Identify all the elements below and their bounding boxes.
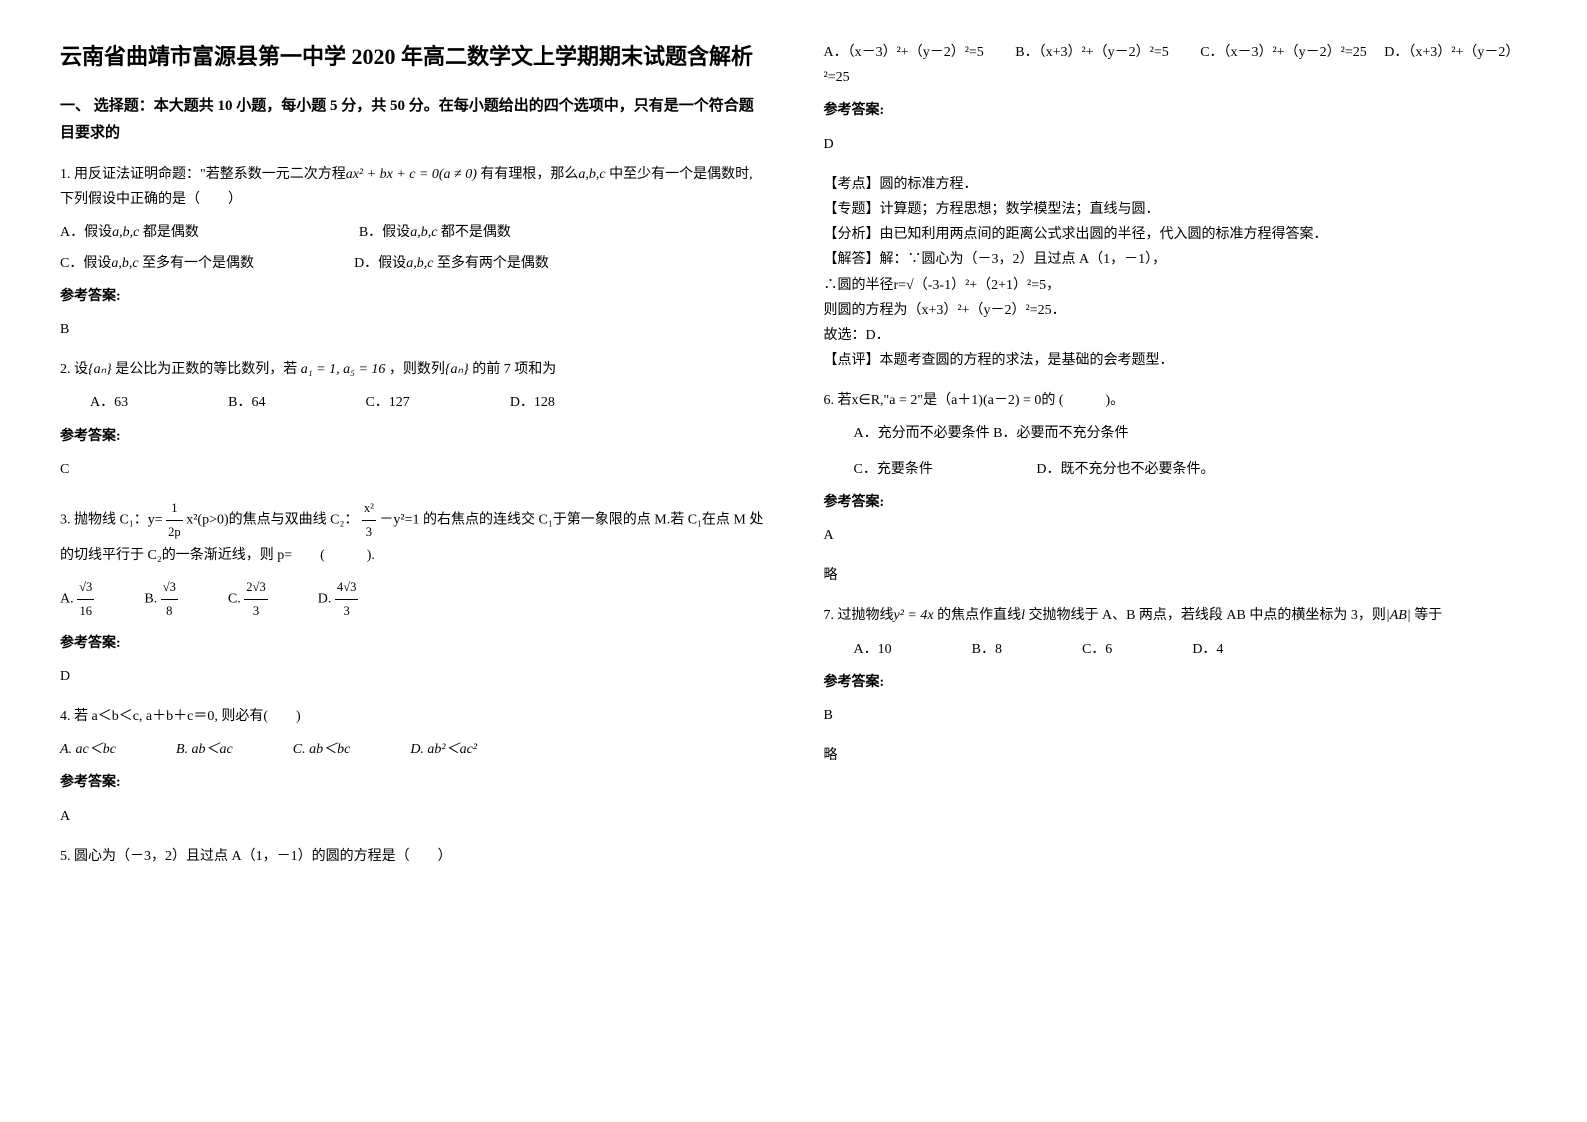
- question-3: 3. 抛物线 C₁：y= 12p x²(p>0)的焦点与双曲线 C₂： x²3 …: [60, 497, 764, 689]
- q7-optA: A．10: [854, 637, 892, 662]
- q6-optA: A．充分而不必要条件: [854, 426, 990, 441]
- section-header: 一、 选择题：本大题共 10 小题，每小题 5 分，共 50 分。在每小题给出的…: [60, 93, 764, 147]
- q5-optC: C．（x－3）²+（y－2）²=25: [1200, 45, 1367, 60]
- q3-answer: D: [60, 664, 764, 689]
- q2-options: A．63 B．64 C．127 D．128: [60, 390, 764, 415]
- q4-optB: B. ab＜ac: [176, 737, 233, 762]
- left-column: 云南省曲靖市富源县第一中学 2020 年高二数学文上学期期末试题含解析 一、 选…: [60, 40, 764, 884]
- q1-answer-label: 参考答案:: [60, 284, 764, 309]
- q5-l3: 【分析】由已知利用两点间的距离公式求出圆的半径，代入圆的标准方程得答案．: [824, 222, 1528, 247]
- q6-note: 略: [824, 563, 1528, 588]
- q6-optC: C．充要条件: [854, 462, 933, 477]
- q6-optB: B．必要而不充分条件: [993, 426, 1128, 441]
- q1-eq1: ax² + bx + c = 0(a ≠ 0): [346, 167, 477, 182]
- q1-answer: B: [60, 317, 764, 342]
- q3-options: A. √316 B. √38 C. 2√33 D. 4√33: [60, 576, 764, 622]
- q3-frac2: x²3: [362, 497, 376, 543]
- q7-note: 略: [824, 743, 1528, 768]
- q2-text: 2. 设{aₙ} 是公比为正数的等比数列，若 a₁ = 1, a₅ = 16 ，…: [60, 357, 764, 382]
- q4-optD: D. ab²＜ac²: [410, 737, 477, 762]
- q2-optB: B．64: [228, 390, 265, 415]
- q6-answer-label: 参考答案:: [824, 490, 1528, 515]
- q1-text-a: 1. 用反证法证明命题："若整系数一元二次方程: [60, 167, 346, 182]
- q6-answer: A: [824, 523, 1528, 548]
- q1-options: A．假设a,b,c 都是偶数 B．假设a,b,c 都不是偶数 C．假设a,b,c…: [60, 220, 764, 275]
- q2-optC: C．127: [365, 390, 409, 415]
- q7-optB: B．8: [972, 637, 1002, 662]
- q2-optD: D．128: [510, 390, 555, 415]
- exam-title: 云南省曲靖市富源县第一中学 2020 年高二数学文上学期期末试题含解析: [60, 40, 764, 73]
- q5-text: 5. 圆心为（－3，2）且过点 A（1，－1）的圆的方程是（ ）: [60, 844, 764, 869]
- q7-optC: C．6: [1082, 637, 1112, 662]
- q1-optB: B．假设a,b,c 都不是偶数: [359, 220, 511, 245]
- q7-optD: D．4: [1192, 637, 1223, 662]
- q5-l6: 则圆的方程为（x+3）²+（y－2）²=25．: [824, 298, 1528, 323]
- exam-page: 云南省曲靖市富源县第一中学 2020 年高二数学文上学期期末试题含解析 一、 选…: [60, 40, 1527, 884]
- q5-analysis: 【考点】圆的标准方程． 【专题】计算题；方程思想；数学模型法；直线与圆． 【分析…: [824, 172, 1528, 374]
- question-7: 7. 过抛物线y² = 4x 的焦点作直线l 交抛物线于 A、B 两点，若线段 …: [824, 603, 1528, 768]
- q5-optB: B．（x+3）²+（y－2）²=5: [1015, 45, 1168, 60]
- q5-answer-label: 参考答案:: [824, 98, 1528, 123]
- q4-answer: A: [60, 804, 764, 829]
- q2-optA: A．63: [90, 390, 128, 415]
- q5-answer: D: [824, 132, 1528, 157]
- q1-optA: A．假设a,b,c 都是偶数: [60, 220, 199, 245]
- question-5-options: A．（x－3）²+（y－2）²=5 B．（x+3）²+（y－2）²=5 C．（x…: [824, 40, 1528, 373]
- q4-optA: A. ac＜bc: [60, 737, 116, 762]
- q3-optA: A. √316: [60, 576, 94, 622]
- q3-text: 3. 抛物线 C₁：y= 12p x²(p>0)的焦点与双曲线 C₂： x²3 …: [60, 497, 764, 569]
- q5-l1: 【考点】圆的标准方程．: [824, 172, 1528, 197]
- q6-options: A．充分而不必要条件 B．必要而不充分条件 C．充要条件 D．既不充分也不必要条…: [824, 421, 1528, 481]
- q3-optD: D. 4√33: [318, 576, 359, 622]
- q5-optA: A．（x－3）²+（y－2）²=5: [824, 45, 984, 60]
- q1-eq2: a,b,c: [578, 167, 605, 182]
- question-2: 2. 设{aₙ} 是公比为正数的等比数列，若 a₁ = 1, a₅ = 16 ，…: [60, 357, 764, 482]
- question-6: 6. 若x∈R,"a = 2"是（a＋1)(a－2) = 0的 ( )。 A．充…: [824, 388, 1528, 588]
- question-1: 1. 用反证法证明命题："若整系数一元二次方程ax² + bx + c = 0(…: [60, 162, 764, 342]
- q7-options: A．10 B．8 C．6 D．4: [824, 637, 1528, 662]
- q1-optD: D．假设a,b,c 至多有两个是偶数: [354, 251, 549, 276]
- q5-l2: 【专题】计算题；方程思想；数学模型法；直线与圆．: [824, 197, 1528, 222]
- q5-options: A．（x－3）²+（y－2）²=5 B．（x+3）²+（y－2）²=5 C．（x…: [824, 40, 1528, 90]
- q5-l4: 【解答】解：∵圆心为（－3，2）且过点 A（1，－1），: [824, 247, 1528, 272]
- question-4: 4. 若 a＜b＜c, a＋b＋c＝0, 则必有( ) A. ac＜bc B. …: [60, 704, 764, 829]
- q3-frac1: 12p: [166, 497, 183, 543]
- question-5-text: 5. 圆心为（－3，2）且过点 A（1，－1）的圆的方程是（ ）: [60, 844, 764, 869]
- q2-answer-label: 参考答案:: [60, 424, 764, 449]
- q4-optC: C. ab＜bc: [293, 737, 351, 762]
- q4-answer-label: 参考答案:: [60, 770, 764, 795]
- q1-text-b: 有有理根，那么: [480, 167, 578, 182]
- q5-l7: 故选：D．: [824, 323, 1528, 348]
- q3-answer-label: 参考答案:: [60, 631, 764, 656]
- q4-text: 4. 若 a＜b＜c, a＋b＋c＝0, 则必有( ): [60, 704, 764, 729]
- q6-text: 6. 若x∈R,"a = 2"是（a＋1)(a－2) = 0的 ( )。: [824, 388, 1528, 413]
- q7-text: 7. 过抛物线y² = 4x 的焦点作直线l 交抛物线于 A、B 两点，若线段 …: [824, 603, 1528, 628]
- q6-optD: D．既不充分也不必要条件。: [1036, 462, 1214, 477]
- q1-optC: C．假设a,b,c 至多有一个是偶数: [60, 251, 254, 276]
- right-column: A．（x－3）²+（y－2）²=5 B．（x+3）²+（y－2）²=5 C．（x…: [824, 40, 1528, 884]
- q7-answer-label: 参考答案:: [824, 670, 1528, 695]
- q4-options: A. ac＜bc B. ab＜ac C. ab＜bc D. ab²＜ac²: [60, 737, 764, 762]
- q3-optC: C. 2√33: [228, 576, 268, 622]
- q1-text: 1. 用反证法证明命题："若整系数一元二次方程ax² + bx + c = 0(…: [60, 162, 764, 212]
- q5-l8: 【点评】本题考查圆的方程的求法，是基础的会考题型．: [824, 348, 1528, 373]
- q5-l5: ∴圆的半径r=√（-3-1）²+（2+1）²=5，: [824, 273, 1528, 298]
- q2-answer: C: [60, 457, 764, 482]
- q7-answer: B: [824, 703, 1528, 728]
- q3-optB: B. √38: [144, 576, 178, 622]
